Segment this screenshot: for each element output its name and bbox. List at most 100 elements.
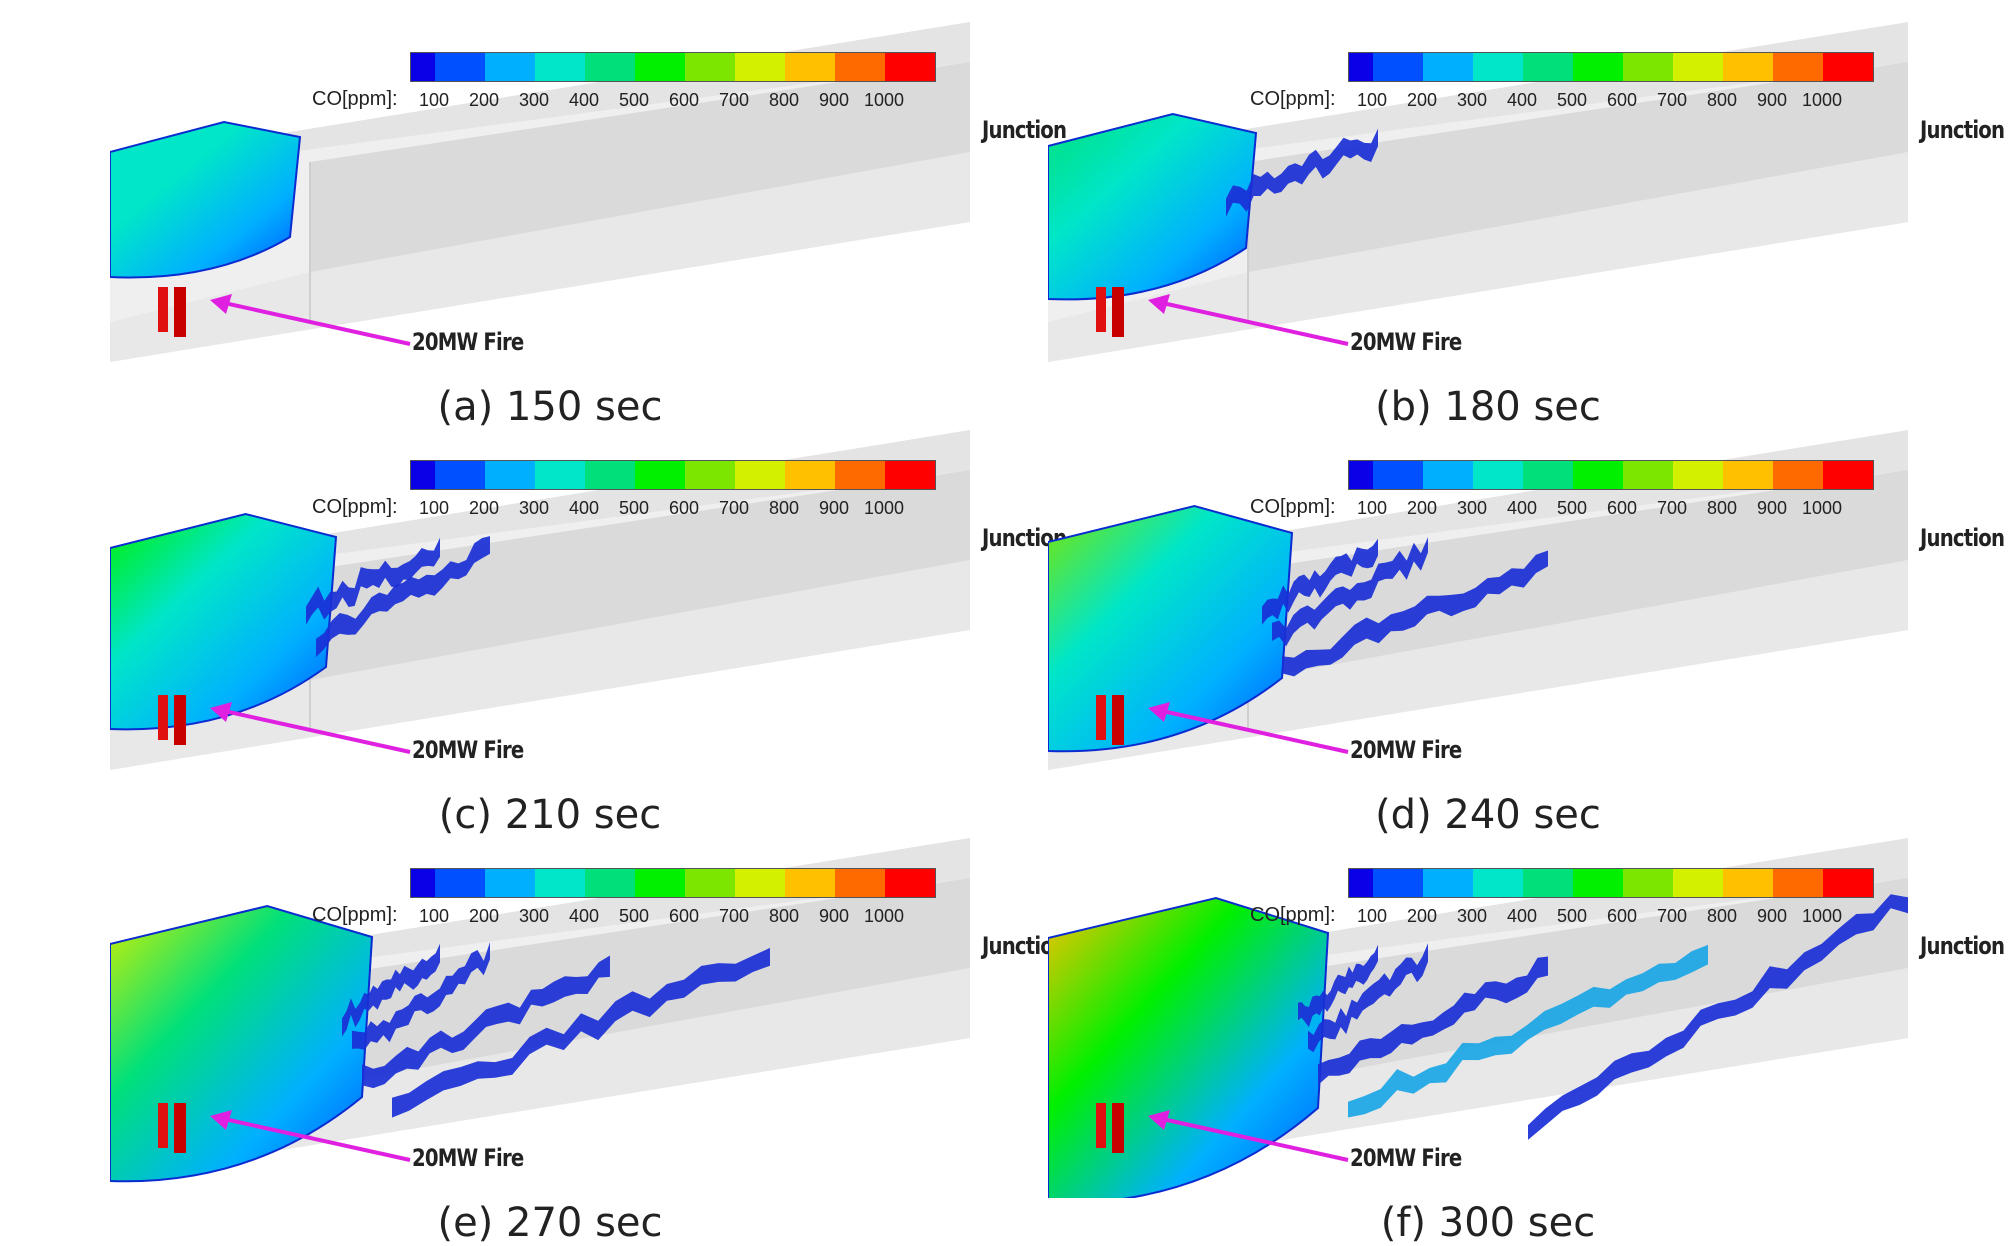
colorbar-tick: 100: [1356, 90, 1388, 110]
colorbar-tick: 100: [418, 498, 450, 518]
colorbar-tick: 300: [1456, 498, 1488, 518]
colorbar-swatch: [635, 53, 685, 81]
co-streak: [1282, 550, 1548, 677]
colorbar-swatch: [411, 53, 435, 81]
colorbar: [410, 460, 936, 490]
colorbar-tick: 400: [568, 90, 600, 110]
colorbar-swatch: [585, 53, 635, 81]
fire-label: 20MW Fire: [412, 1144, 524, 1172]
colorbar-swatch: [1473, 869, 1523, 897]
colorbar-tick: 900: [1756, 90, 1788, 110]
colorbar-tick: 400: [1506, 498, 1538, 518]
fire-arrow-head: [1148, 1110, 1170, 1130]
colorbar-tick: 600: [1606, 90, 1638, 110]
colorbar-tick: 200: [1406, 498, 1438, 518]
co-streak: [1262, 538, 1378, 625]
co-streak: [392, 947, 770, 1118]
co-streak: [342, 943, 440, 1037]
fire-label: 20MW Fire: [1350, 736, 1462, 764]
colorbar-swatch: [785, 461, 835, 489]
colorbar-swatch: [535, 869, 585, 897]
colorbar-swatch: [1349, 869, 1373, 897]
colorbar-swatch: [411, 869, 435, 897]
co-streak: [316, 536, 490, 658]
colorbar-tick: 100: [1356, 906, 1388, 926]
colorbar-tick: 200: [1406, 90, 1438, 110]
colorbar-tick: 500: [618, 906, 650, 926]
fire-arrow-head: [1148, 702, 1170, 722]
colorbar: [1348, 52, 1874, 82]
colorbar-tick: 500: [1556, 90, 1588, 110]
colorbar-swatch: [1673, 461, 1723, 489]
colorbar-ticks: 100 200 300 400 500 600 700 800 900 1000: [1348, 498, 1858, 522]
fire-source: [158, 695, 168, 740]
colorbar-swatch: [685, 461, 735, 489]
colorbar-swatch: [1373, 53, 1423, 81]
colorbar-swatch: [485, 869, 535, 897]
fire-label: 20MW Fire: [412, 328, 524, 356]
colorbar-swatch: [885, 53, 935, 81]
co-streak: [1348, 944, 1708, 1118]
colorbar-swatch: [1523, 53, 1573, 81]
colorbar-swatch: [585, 869, 635, 897]
colorbar-tick: 700: [1656, 498, 1688, 518]
panel-e: CO[ppm]: 100 200 300 400 500 600 700 800 900 1000…: [110, 838, 1067, 1246]
colorbar-ticks: 100 200 300 400 500 600 700 800 900 1000: [410, 906, 920, 930]
colorbar-swatch: [1623, 53, 1673, 81]
colorbar-tick: 800: [768, 90, 800, 110]
co-plume: [1048, 112, 1258, 301]
colorbar-tick: 700: [718, 498, 750, 518]
colorbar-swatch: [585, 461, 635, 489]
colorbar-swatch: [1423, 869, 1473, 897]
colorbar-label: CO[ppm]:: [1250, 904, 1336, 926]
colorbar-swatch: [1773, 869, 1823, 897]
panel-caption: (b) 180 sec: [1375, 384, 1601, 430]
colorbar-tick: 300: [1456, 90, 1488, 110]
colorbar-swatch: [1823, 461, 1873, 489]
colorbar-tick: 700: [718, 90, 750, 110]
tunnel-floor: [110, 152, 970, 362]
colorbar-tick: 700: [718, 906, 750, 926]
fire-source: [174, 695, 186, 745]
colorbar-tick: 900: [1756, 906, 1788, 926]
colorbar-swatch: [1573, 53, 1623, 81]
colorbar-tick: 800: [1706, 906, 1738, 926]
panel-caption: (a) 150 sec: [437, 384, 663, 430]
colorbar-swatch: [1373, 461, 1423, 489]
fire-arrow: [1157, 708, 1349, 754]
fire-source: [174, 287, 186, 337]
colorbar-swatch: [1573, 869, 1623, 897]
colorbar-tick: 300: [1456, 906, 1488, 926]
colorbar-tick: 900: [818, 906, 850, 926]
colorbar-tick: 300: [518, 498, 550, 518]
tunnel-floor: [1048, 560, 1908, 770]
colorbar-ticks: 100 200 300 400 500 600 700 800 900 1000: [410, 90, 920, 114]
junction-label: Junction: [1920, 932, 2005, 960]
co-plume: [110, 120, 302, 279]
colorbar-tick: 100: [1356, 498, 1388, 518]
colorbar-swatch: [1473, 53, 1523, 81]
colorbar-tick: 400: [568, 498, 600, 518]
colorbar-tick: 1000: [863, 906, 905, 926]
tunnel-floor: [110, 560, 970, 770]
fire-arrow-head: [1148, 294, 1170, 314]
fire-arrow-head: [210, 294, 232, 314]
fire-source: [1112, 1103, 1124, 1153]
colorbar-label: CO[ppm]:: [1250, 88, 1336, 110]
colorbar-ticks: 100 200 300 400 500 600 700 800 900 1000: [410, 498, 920, 522]
colorbar-swatch: [1349, 461, 1373, 489]
colorbar-swatch: [1773, 461, 1823, 489]
fire-label: 20MW Fire: [1350, 328, 1462, 356]
colorbar-tick: 800: [1706, 498, 1738, 518]
colorbar-swatch: [835, 53, 885, 81]
junction-label: Junction: [1920, 116, 2005, 144]
colorbar-swatch: [1523, 461, 1573, 489]
colorbar-swatch: [835, 461, 885, 489]
panel-c: CO[ppm]: 100 200 300 400 500 600 700 800 900 1000…: [110, 430, 1067, 838]
colorbar-tick: 700: [1656, 90, 1688, 110]
colorbar-label: CO[ppm]:: [312, 88, 398, 110]
panel-f: CO[ppm]: 100 200 300 400 500 600 700 800 900 1000…: [1048, 838, 2005, 1246]
colorbar-swatch: [1723, 869, 1773, 897]
colorbar-swatch: [1623, 869, 1673, 897]
colorbar-ticks: 100 200 300 400 500 600 700 800 900 1000: [1348, 90, 1858, 114]
